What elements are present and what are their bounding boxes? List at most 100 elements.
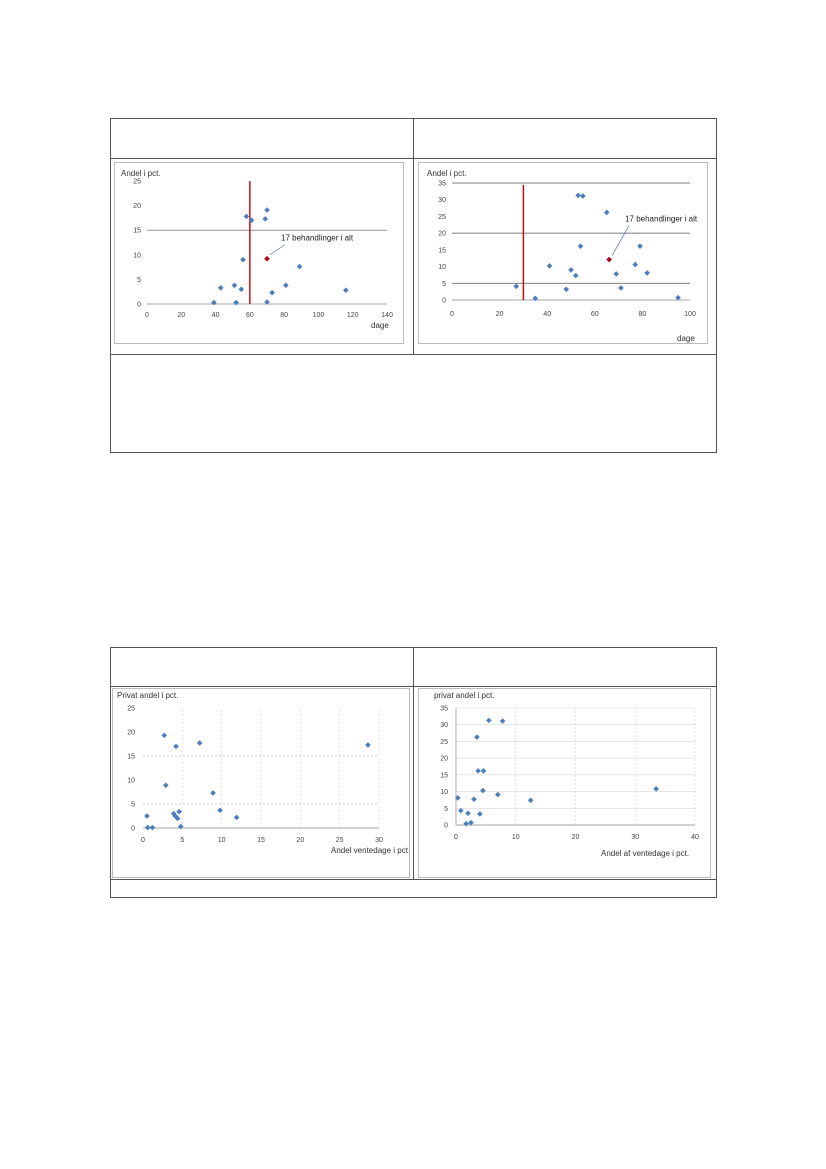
data-point [457,807,464,814]
data-point [499,718,506,724]
annotation-label: 17 behandlinger i alt [281,234,354,243]
data-point [163,782,169,789]
data-point [577,243,584,249]
x-tick-label: 20 [296,837,304,844]
x-tick-label: 80 [639,311,647,318]
y-tick-label: 5 [442,281,446,288]
x-tick-label: 15 [257,837,265,844]
data-point [248,217,255,224]
x-tick-label: 20 [572,834,580,841]
data-point [465,810,471,817]
highlight-point [264,255,270,262]
chart-1-ylabel: Andel i pct. [121,169,161,178]
y-tick-label: 5 [137,277,141,284]
x-tick-label: 80 [280,312,288,319]
x-tick-label: 25 [336,837,344,844]
x-tick-label: 40 [212,312,220,319]
x-tick-label: 60 [591,311,599,318]
chart-4-xlabel: Andel af ventedage i pct. [601,849,690,858]
y-tick-label: 0 [137,302,141,309]
chart-1: Andel i pct. dage 0 20 40 60 80 100 120 140 0 5 10… [114,162,404,344]
y-tick-label: 10 [127,778,135,785]
y-tick-label: 35 [438,181,446,188]
annotation-arrow [269,244,286,256]
x-tick-label: 10 [218,837,226,844]
table-footer-row [111,879,716,898]
x-tick-label: 20 [496,311,504,318]
x-tick-label: 0 [145,312,149,319]
x-tick-label: 30 [631,834,639,841]
data-point [238,286,245,293]
x-tick-label: 10 [512,834,520,841]
data-point [637,243,643,249]
data-point [240,256,246,263]
data-point [546,263,553,269]
y-tick-label: 15 [127,754,135,761]
y-tick-label: 10 [133,252,141,259]
table-footer-row [111,354,716,453]
chart-1-plot: 0 20 40 60 80 100 120 140 0 5 10 15 20 25 17 behandlin… [133,179,393,320]
chart-2: Andel i pct. dage 0 20 40 60 80 100 0 5 10 15 20 25… [418,162,708,344]
data-point [217,284,224,291]
highlight-point [606,256,612,263]
y-tick-label: 20 [438,231,446,238]
y-tick-label: 30 [440,722,448,729]
data-point [262,216,269,222]
x-tick-label: 40 [543,311,551,318]
data-point [568,267,574,273]
y-tick-label: 20 [440,756,448,763]
data-point [480,787,486,794]
y-tick-label: 0 [131,826,135,833]
data-point [296,263,303,270]
table-column-divider [413,119,414,354]
data-point [211,299,217,306]
data-point [217,807,223,814]
data-point [613,271,620,277]
x-tick-label: 0 [450,311,454,318]
data-point [264,299,270,305]
x-tick-label: 140 [381,312,393,319]
data-point [144,824,151,831]
data-point [463,820,469,827]
data-point [176,808,182,815]
data-point [283,282,289,289]
y-tick-label: 5 [444,806,448,813]
table-bottom [110,647,717,898]
data-point [495,791,501,798]
data-point [264,207,270,213]
x-tick-label: 100 [313,312,325,319]
data-point [603,209,610,216]
y-tick-label: 0 [444,823,448,830]
data-point [177,823,184,830]
chart-4-plot: 0 10 20 30 40 0 5 10 15 20 25 30 35 [440,706,699,842]
y-tick-label: 15 [438,247,446,254]
y-tick-label: 35 [440,706,448,713]
x-tick-label: 100 [684,311,696,318]
x-tick-label: 5 [180,837,184,844]
x-tick-label: 120 [347,312,359,319]
data-point [572,272,579,279]
chart-4-ylabel: privat andel i pct. [434,691,495,700]
data-point [231,282,238,289]
data-point [644,270,650,276]
data-point [480,768,487,774]
data-point [149,824,156,831]
annotation-label: 17 behandlinger i alt [625,215,698,224]
chart-3-ylabel: Privat andel i pct. [117,691,179,700]
y-tick-label: 30 [438,197,446,204]
data-point [475,768,481,774]
y-tick-label: 20 [127,730,135,737]
data-point [173,743,179,750]
table-top [110,118,717,453]
x-tick-label: 0 [141,837,145,844]
y-tick-label: 25 [438,214,446,221]
x-tick-label: 60 [246,312,254,319]
y-tick-label: 20 [133,203,141,210]
data-point [343,287,349,294]
chart-2-ylabel: Andel i pct. [427,169,467,178]
chart-1-xlabel: dage [371,321,389,330]
x-tick-label: 40 [691,834,699,841]
y-tick-label: 15 [440,772,448,779]
data-point [468,819,474,826]
data-point [161,732,168,739]
